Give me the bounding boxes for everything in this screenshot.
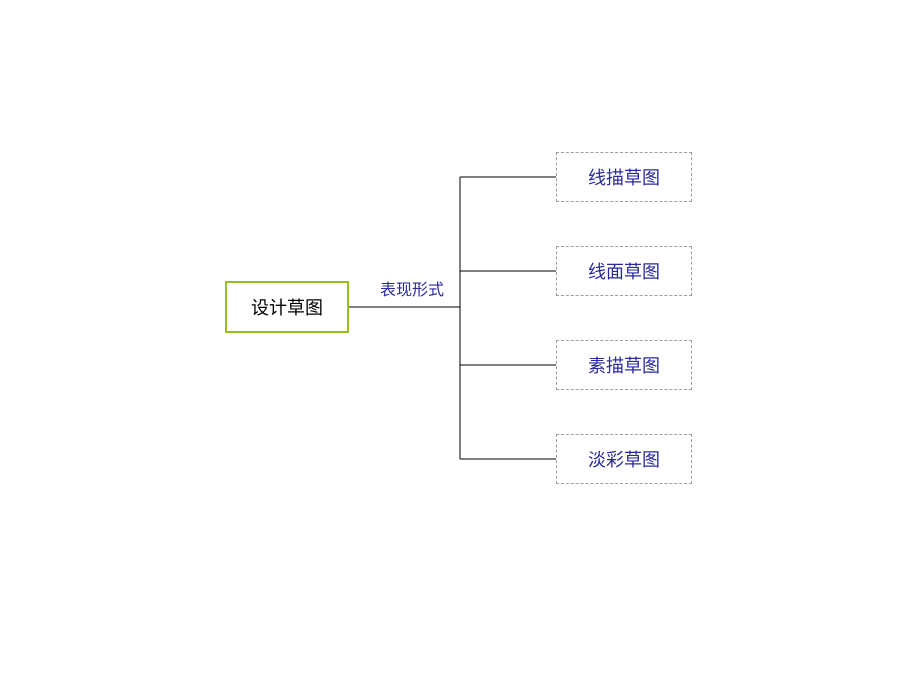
root-node-label: 设计草图 [251,294,323,320]
child-node-label: 线面草图 [588,258,660,284]
connector-lines [0,0,920,690]
root-node: 设计草图 [225,281,349,333]
branch-label: 表现形式 [380,276,444,300]
child-node: 线面草图 [556,246,692,296]
child-node: 淡彩草图 [556,434,692,484]
child-node: 线描草图 [556,152,692,202]
branch-label-text: 表现形式 [380,282,444,299]
child-node-label: 素描草图 [588,352,660,378]
child-node-label: 淡彩草图 [588,446,660,472]
child-node: 素描草图 [556,340,692,390]
child-node-label: 线描草图 [588,164,660,190]
